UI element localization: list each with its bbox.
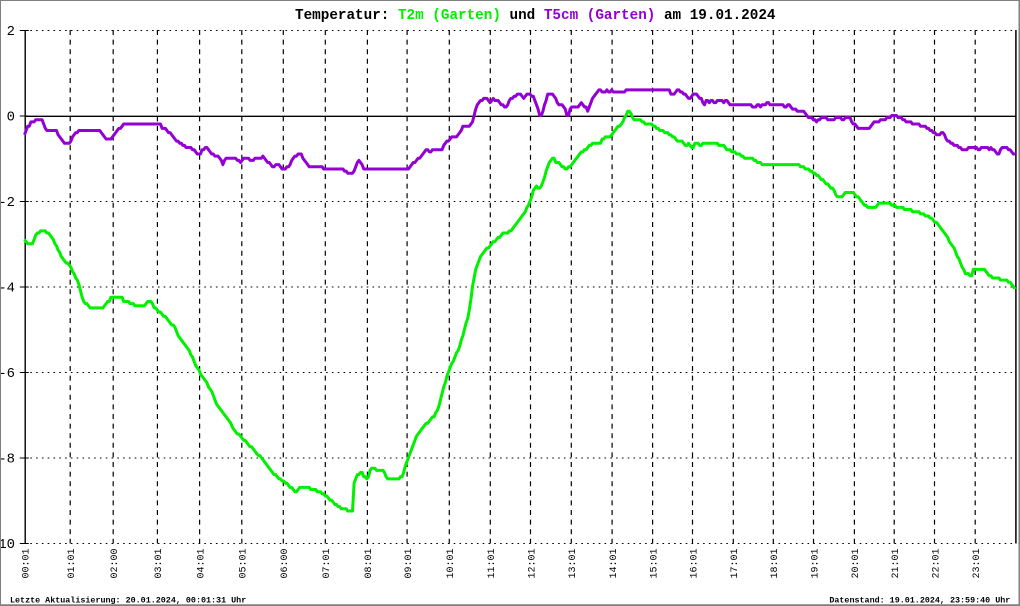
svg-text:12:01: 12:01 xyxy=(527,548,538,578)
svg-text:Letzte Aktualisierung: 20.01.2: Letzte Aktualisierung: 20.01.2024, 00:01… xyxy=(10,596,246,606)
svg-text:0: 0 xyxy=(7,110,15,126)
svg-text:13:01: 13:01 xyxy=(568,548,579,578)
svg-text:08:01: 08:01 xyxy=(364,548,375,578)
svg-text:01:01: 01:01 xyxy=(67,548,78,578)
svg-text:23:01: 23:01 xyxy=(972,548,983,578)
svg-text:21:01: 21:01 xyxy=(891,548,902,578)
svg-text:09:01: 09:01 xyxy=(404,548,415,578)
svg-text:05:01: 05:01 xyxy=(239,548,250,578)
svg-text:20:01: 20:01 xyxy=(851,548,862,578)
svg-text:16:01: 16:01 xyxy=(689,548,700,578)
svg-text:00:01: 00:01 xyxy=(21,548,32,578)
svg-text:03:01: 03:01 xyxy=(154,548,165,578)
svg-text:04:01: 04:01 xyxy=(196,548,207,578)
svg-text:06:00: 06:00 xyxy=(280,548,291,578)
svg-text:11:01: 11:01 xyxy=(487,548,498,578)
svg-text:15:01: 15:01 xyxy=(649,548,660,578)
svg-text:2: 2 xyxy=(7,24,15,40)
svg-text:22:01: 22:01 xyxy=(931,548,942,578)
svg-text:02:00: 02:00 xyxy=(110,548,121,578)
svg-text:Datenstand: 19.01.2024, 23:59:: Datenstand: 19.01.2024, 23:59:40 Uhr xyxy=(829,596,1010,606)
svg-text:-8: -8 xyxy=(0,452,15,468)
svg-text:19:01: 19:01 xyxy=(810,548,821,578)
svg-text:-2: -2 xyxy=(0,195,15,211)
svg-text:-4: -4 xyxy=(0,281,15,297)
svg-text:17:01: 17:01 xyxy=(730,548,741,578)
svg-text:18:01: 18:01 xyxy=(770,548,781,578)
svg-text:-10: -10 xyxy=(0,537,15,553)
svg-text:14:01: 14:01 xyxy=(609,548,620,578)
svg-text:10:01: 10:01 xyxy=(446,548,457,578)
svg-text:07:01: 07:01 xyxy=(322,548,333,578)
svg-text:Temperatur: T2m (Garten) und T: Temperatur: T2m (Garten) und T5cm (Garte… xyxy=(295,8,776,24)
svg-text:-6: -6 xyxy=(0,366,15,382)
